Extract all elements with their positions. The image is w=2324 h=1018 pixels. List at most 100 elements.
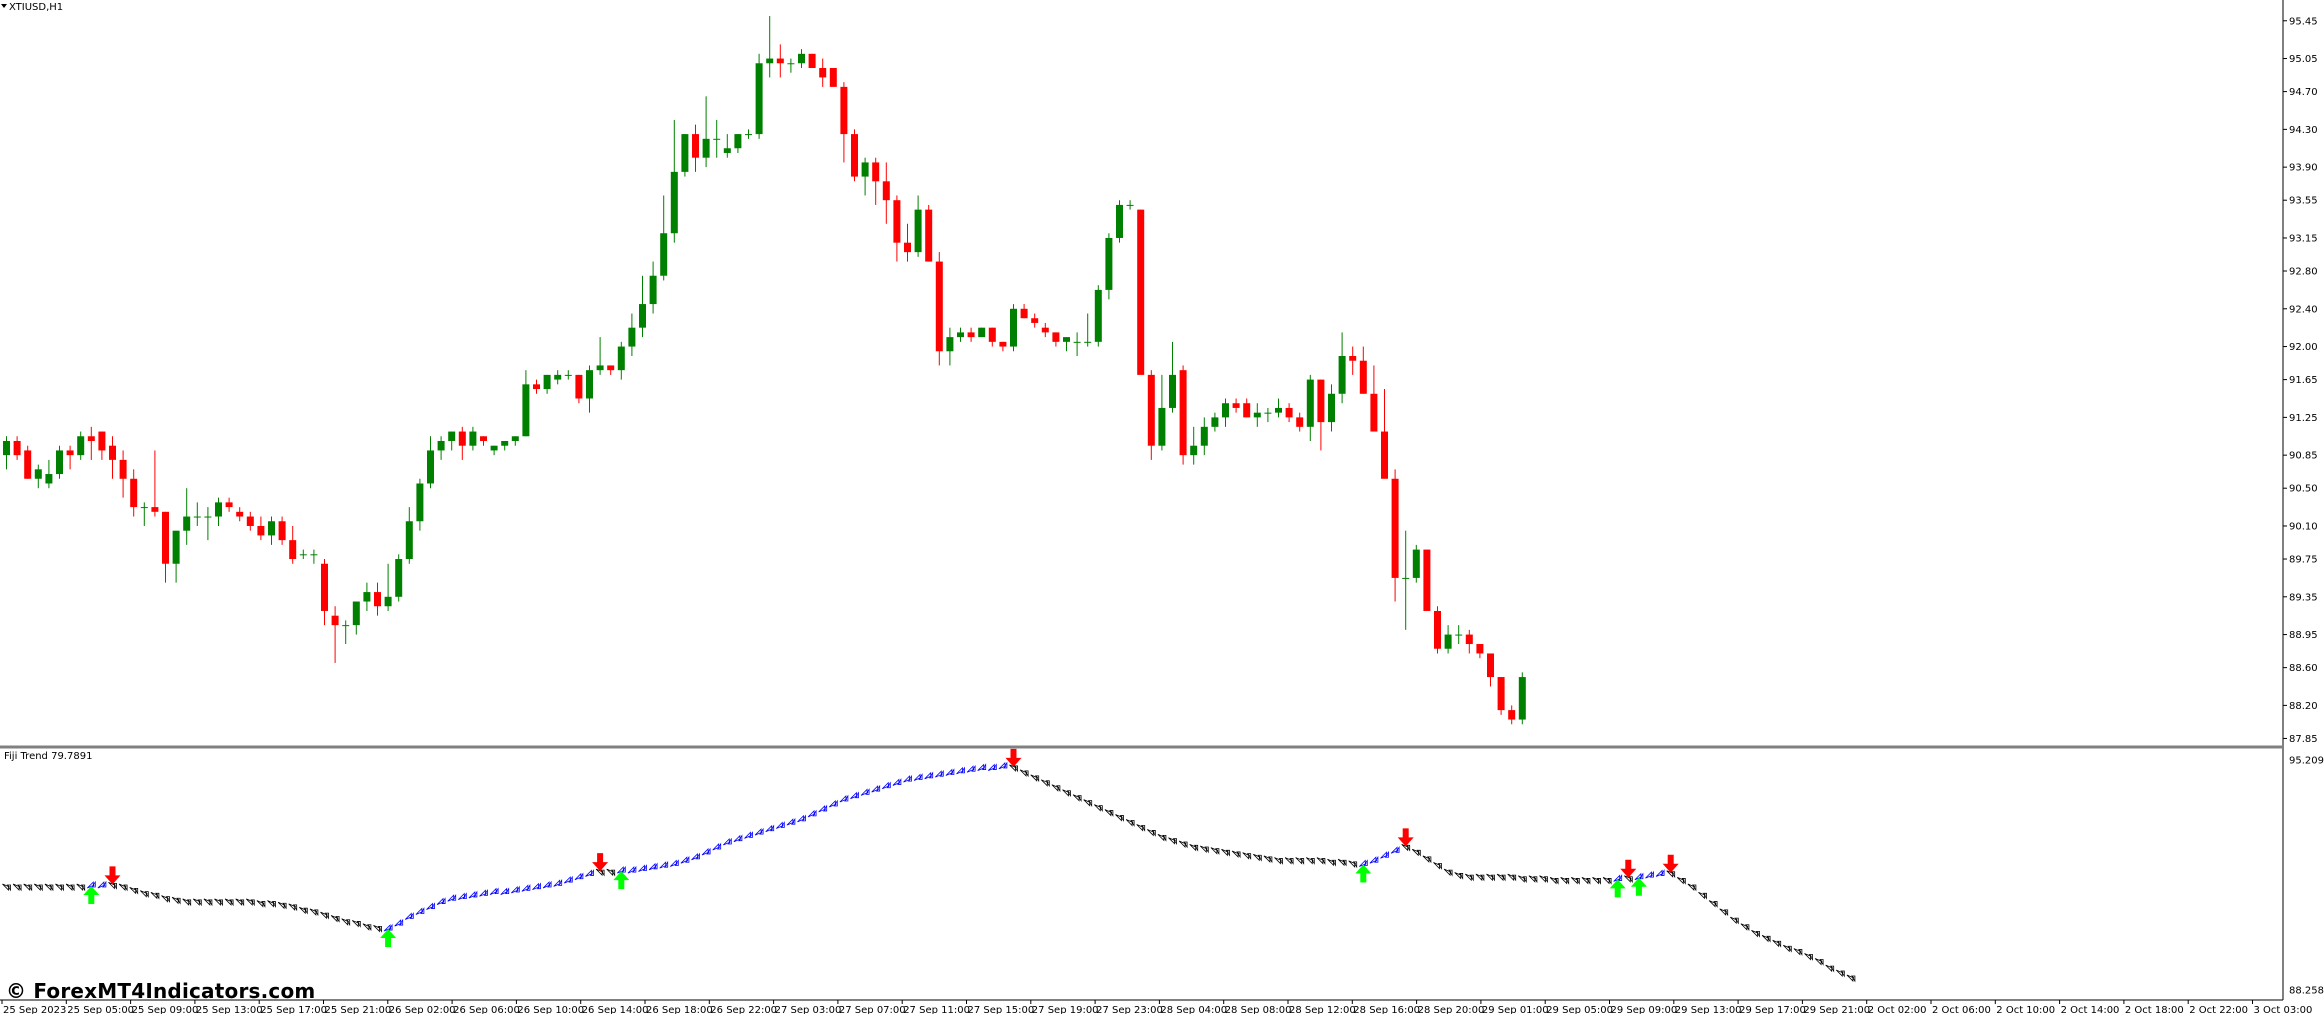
candle [246, 511, 254, 531]
trend-down-arrow [12, 883, 22, 892]
trend-down-arrow [1581, 877, 1591, 885]
candle [416, 478, 424, 531]
x-tick-label: 3 Oct 03:00 [2254, 1005, 2313, 1014]
x-tick-label: 29 Sep 09:00 [1611, 1005, 1678, 1014]
y-tick-label: 88.60 [2289, 663, 2318, 674]
y-tick-label: 90.50 [2289, 484, 2318, 495]
trend-down-arrow [1072, 794, 1082, 803]
candle-body [660, 233, 668, 276]
trend-down-arrow [1062, 789, 1071, 798]
x-tick-label: 26 Sep 10:00 [517, 1005, 584, 1014]
candle [1200, 417, 1208, 456]
candle-body [851, 134, 858, 177]
candle-body [172, 530, 180, 564]
candle-body [1116, 204, 1123, 238]
candle-body [1317, 379, 1325, 423]
candle-body [56, 450, 63, 475]
trend-up-arrow [701, 847, 711, 856]
candle [575, 374, 583, 404]
x-tick-label: 2 Oct 22:00 [2189, 1005, 2248, 1014]
trend-down-arrow [224, 898, 234, 907]
x-tick-label: 29 Sep 13:00 [1675, 1005, 1742, 1014]
candle [617, 341, 625, 380]
candle [34, 464, 42, 489]
trend-down-arrow [1465, 873, 1474, 882]
candle [808, 53, 816, 68]
candle-body [374, 592, 381, 607]
candle [755, 53, 763, 139]
trend-up-arrow [1655, 869, 1665, 877]
candle-body [384, 596, 392, 607]
trend-up-arrow [511, 885, 520, 894]
candle [564, 370, 572, 380]
trend-up-arrow [913, 773, 923, 781]
candle [342, 620, 350, 645]
candle [1116, 200, 1123, 243]
candle [935, 252, 943, 366]
candle-body [628, 327, 636, 347]
trend-down-arrow [341, 918, 351, 927]
y-tick-label: 87.85 [2289, 734, 2318, 745]
y-tick-label: 93.90 [2289, 163, 2318, 174]
trend-down-arrow [1719, 908, 1729, 917]
candle [289, 525, 297, 564]
trend-down-arrow [44, 883, 54, 892]
candle [840, 82, 848, 163]
x-tick-label: 28 Sep 16:00 [1353, 1005, 1420, 1014]
trend-up-arrow [744, 831, 753, 839]
trend-down-arrow [171, 896, 181, 905]
candle-body [1105, 237, 1113, 290]
candle-body [469, 431, 477, 446]
y-tick-label: 90.10 [2289, 521, 2318, 532]
trend-up-arrow [956, 766, 965, 775]
x-tick-label: 26 Sep 06:00 [453, 1005, 520, 1014]
indicator-y-tick-label: 88.258 [2289, 986, 2324, 997]
candle [713, 119, 721, 158]
trend-up-arrow [394, 918, 404, 927]
candle-body [268, 521, 275, 536]
candle [172, 530, 180, 583]
trend-down-arrow [1210, 847, 1220, 855]
candle-body [1264, 412, 1272, 414]
trend-down-arrow [1751, 929, 1760, 938]
trend-down-arrow [1422, 855, 1432, 864]
x-tick-label: 27 Sep 15:00 [968, 1005, 1035, 1014]
candle [766, 16, 774, 78]
candle-body [1222, 403, 1229, 418]
x-tick-label: 2 Oct 18:00 [2125, 1005, 2184, 1014]
x-tick-label: 26 Sep 14:00 [582, 1005, 649, 1014]
candle [1328, 384, 1335, 432]
trend-down-arrow [595, 868, 605, 877]
title-dropdown-icon [1, 4, 7, 8]
candle-body [925, 209, 933, 262]
trend-down-arrow [1698, 891, 1707, 900]
candle-body [204, 516, 212, 518]
candle [893, 195, 901, 262]
candle [1275, 398, 1282, 418]
candle [596, 337, 604, 375]
trend-down-arrow [1624, 875, 1633, 884]
candle [1349, 346, 1357, 375]
candle-body [1020, 308, 1028, 319]
candle-body [140, 507, 148, 509]
trend-up-arrow [966, 764, 976, 773]
candle-body [1338, 356, 1346, 394]
trend-up-arrow [458, 892, 467, 900]
trend-down-arrow [1496, 873, 1506, 882]
candle [1412, 544, 1420, 583]
trend-down-arrow [1730, 916, 1739, 925]
trend-up-arrow [574, 872, 584, 881]
candle-body [1158, 407, 1166, 446]
trend-down-arrow [288, 903, 298, 912]
candle-body [840, 86, 848, 135]
trend-up-arrow [97, 880, 107, 889]
candle [1444, 625, 1452, 654]
y-tick-label: 94.70 [2289, 87, 2318, 98]
candle-body [1444, 634, 1452, 649]
candle-body [1508, 710, 1516, 720]
trend-down-arrow [1306, 857, 1315, 865]
candle [851, 129, 858, 182]
trend-up-arrow [468, 890, 478, 899]
